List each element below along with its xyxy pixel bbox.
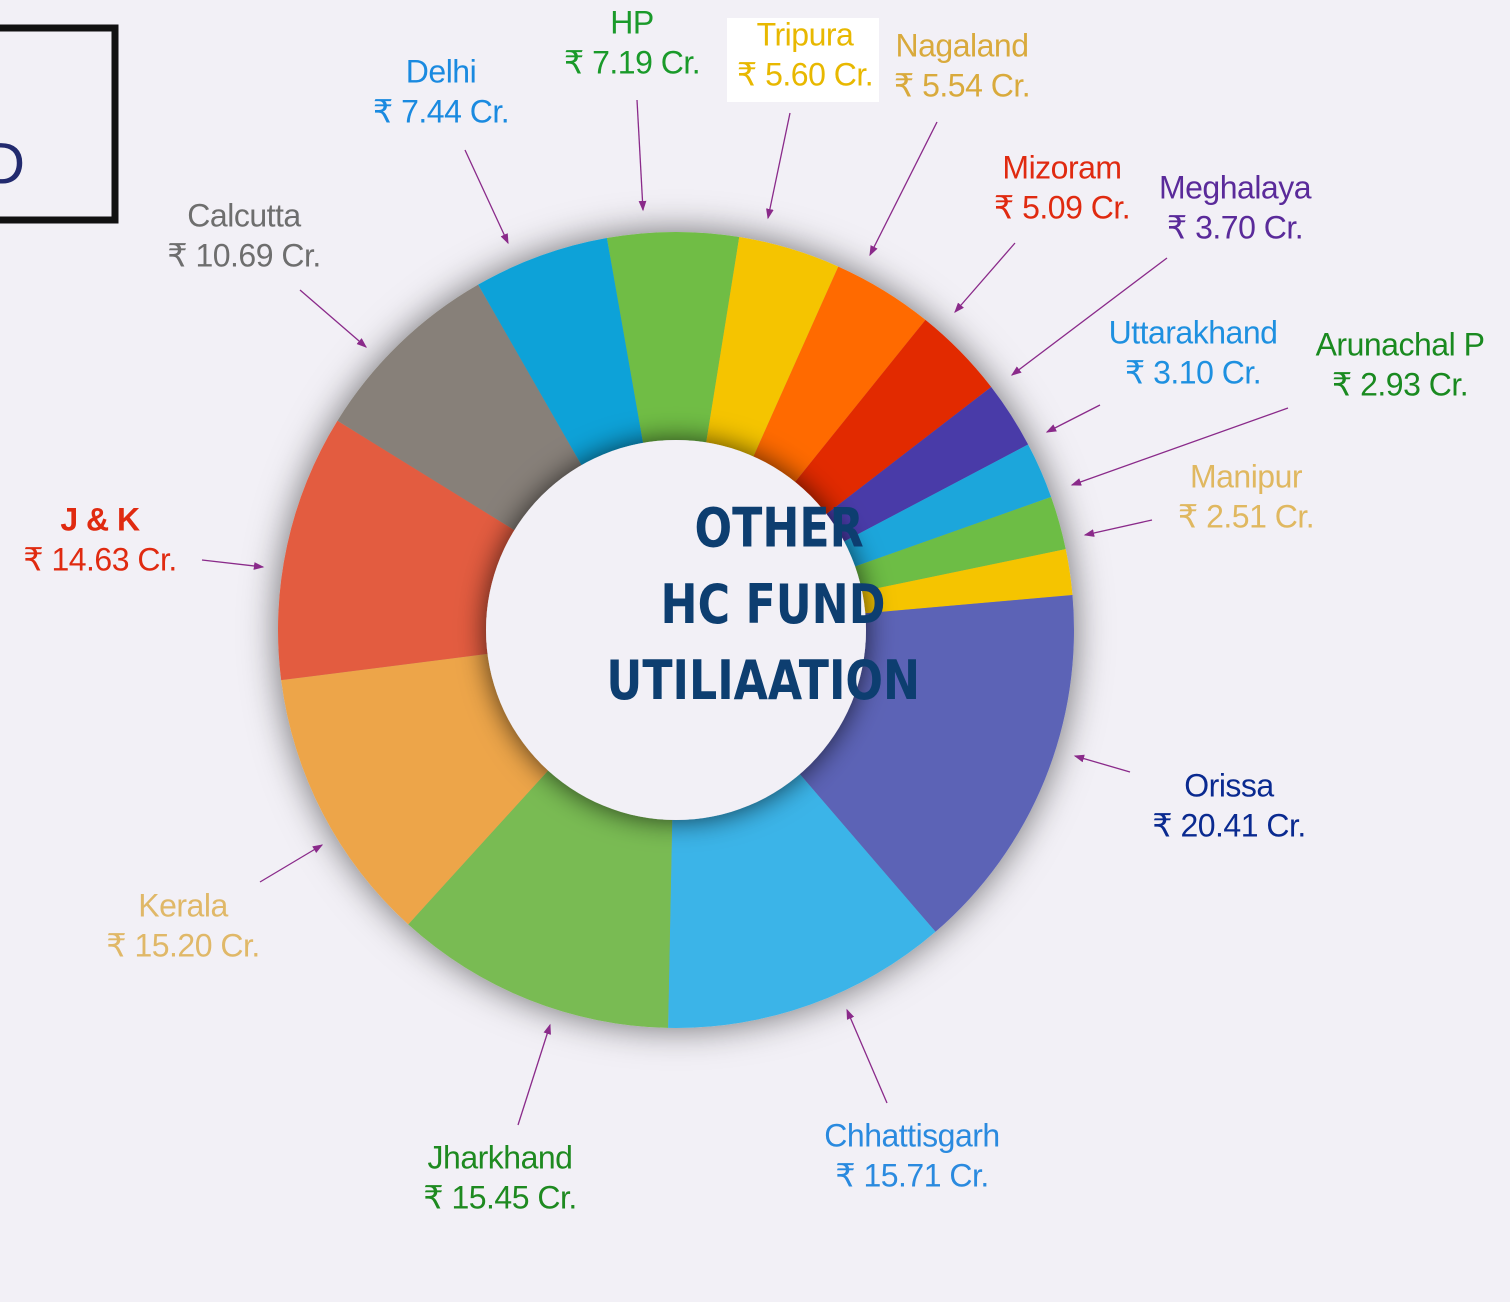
leader-line — [300, 290, 366, 347]
value-label: ₹ 20.41 Cr. — [1152, 807, 1306, 843]
leader-line — [202, 560, 263, 567]
category-label: Kerala — [138, 887, 228, 923]
value-label: ₹ 3.10 Cr. — [1125, 354, 1261, 390]
value-label: ₹ 7.19 Cr. — [564, 44, 700, 80]
value-label: ₹ 5.60 Cr. — [737, 56, 873, 92]
leader-line — [465, 150, 508, 243]
category-label: J & K — [60, 501, 140, 537]
chart-title: HC FUND — [661, 572, 886, 635]
leader-line — [1075, 756, 1130, 772]
chart-title: OTHER — [695, 496, 864, 559]
category-label: Delhi — [406, 53, 476, 89]
value-label: ₹ 3.70 Cr. — [1167, 209, 1303, 245]
leader-line — [955, 243, 1015, 312]
category-label: Mizoram — [1002, 149, 1121, 185]
category-label: Manipur — [1190, 458, 1303, 494]
category-label: Chhattisgarh — [824, 1117, 999, 1153]
chart: D HP ₹ 7.19 Cr. Tripura ₹ 5.60 Cr. Nagaland ₹… — [0, 0, 1510, 1302]
leader-line — [1085, 520, 1152, 535]
panel-text: D — [0, 131, 25, 196]
leader-line — [518, 1025, 550, 1125]
leader-line — [260, 845, 322, 882]
category-label: Nagaland — [896, 27, 1029, 63]
value-label: ₹ 10.69 Cr. — [167, 237, 321, 273]
category-label: Orissa — [1184, 767, 1274, 803]
category-label: HP — [610, 4, 653, 40]
category-label: Arunachal P — [1316, 326, 1485, 362]
value-label: ₹ 15.45 Cr. — [423, 1179, 577, 1215]
value-label: ₹ 15.20 Cr. — [106, 927, 260, 963]
leader-line — [870, 122, 937, 255]
page: D HP ₹ 7.19 Cr. Tripura ₹ 5.60 Cr. Nagaland ₹… — [0, 0, 1510, 1302]
value-label: ₹ 15.71 Cr. — [835, 1157, 989, 1193]
value-label: ₹ 2.51 Cr. — [1178, 498, 1314, 534]
category-label: Uttarakhand — [1109, 314, 1278, 350]
value-label: ₹ 5.54 Cr. — [894, 67, 1030, 103]
annotations: HP ₹ 7.19 Cr. Tripura ₹ 5.60 Cr. Nagaland ₹ 5… — [23, 4, 1484, 1215]
leader-line — [768, 113, 790, 218]
category-label: Calcutta — [187, 197, 301, 233]
leader-line — [847, 1010, 887, 1103]
category-label: Tripura — [757, 16, 854, 52]
category-label: Meghalaya — [1159, 169, 1312, 205]
value-label: ₹ 2.93 Cr. — [1332, 366, 1468, 402]
value-label: ₹ 5.09 Cr. — [994, 189, 1130, 225]
chart-title: UTILIAATION — [606, 648, 920, 711]
category-label: Jharkhand — [428, 1139, 573, 1175]
value-label: ₹ 14.63 Cr. — [23, 541, 177, 577]
value-label: ₹ 7.44 Cr. — [373, 93, 509, 129]
panel: D — [0, 28, 115, 220]
leader-line — [637, 100, 643, 210]
leader-line — [1047, 405, 1100, 432]
